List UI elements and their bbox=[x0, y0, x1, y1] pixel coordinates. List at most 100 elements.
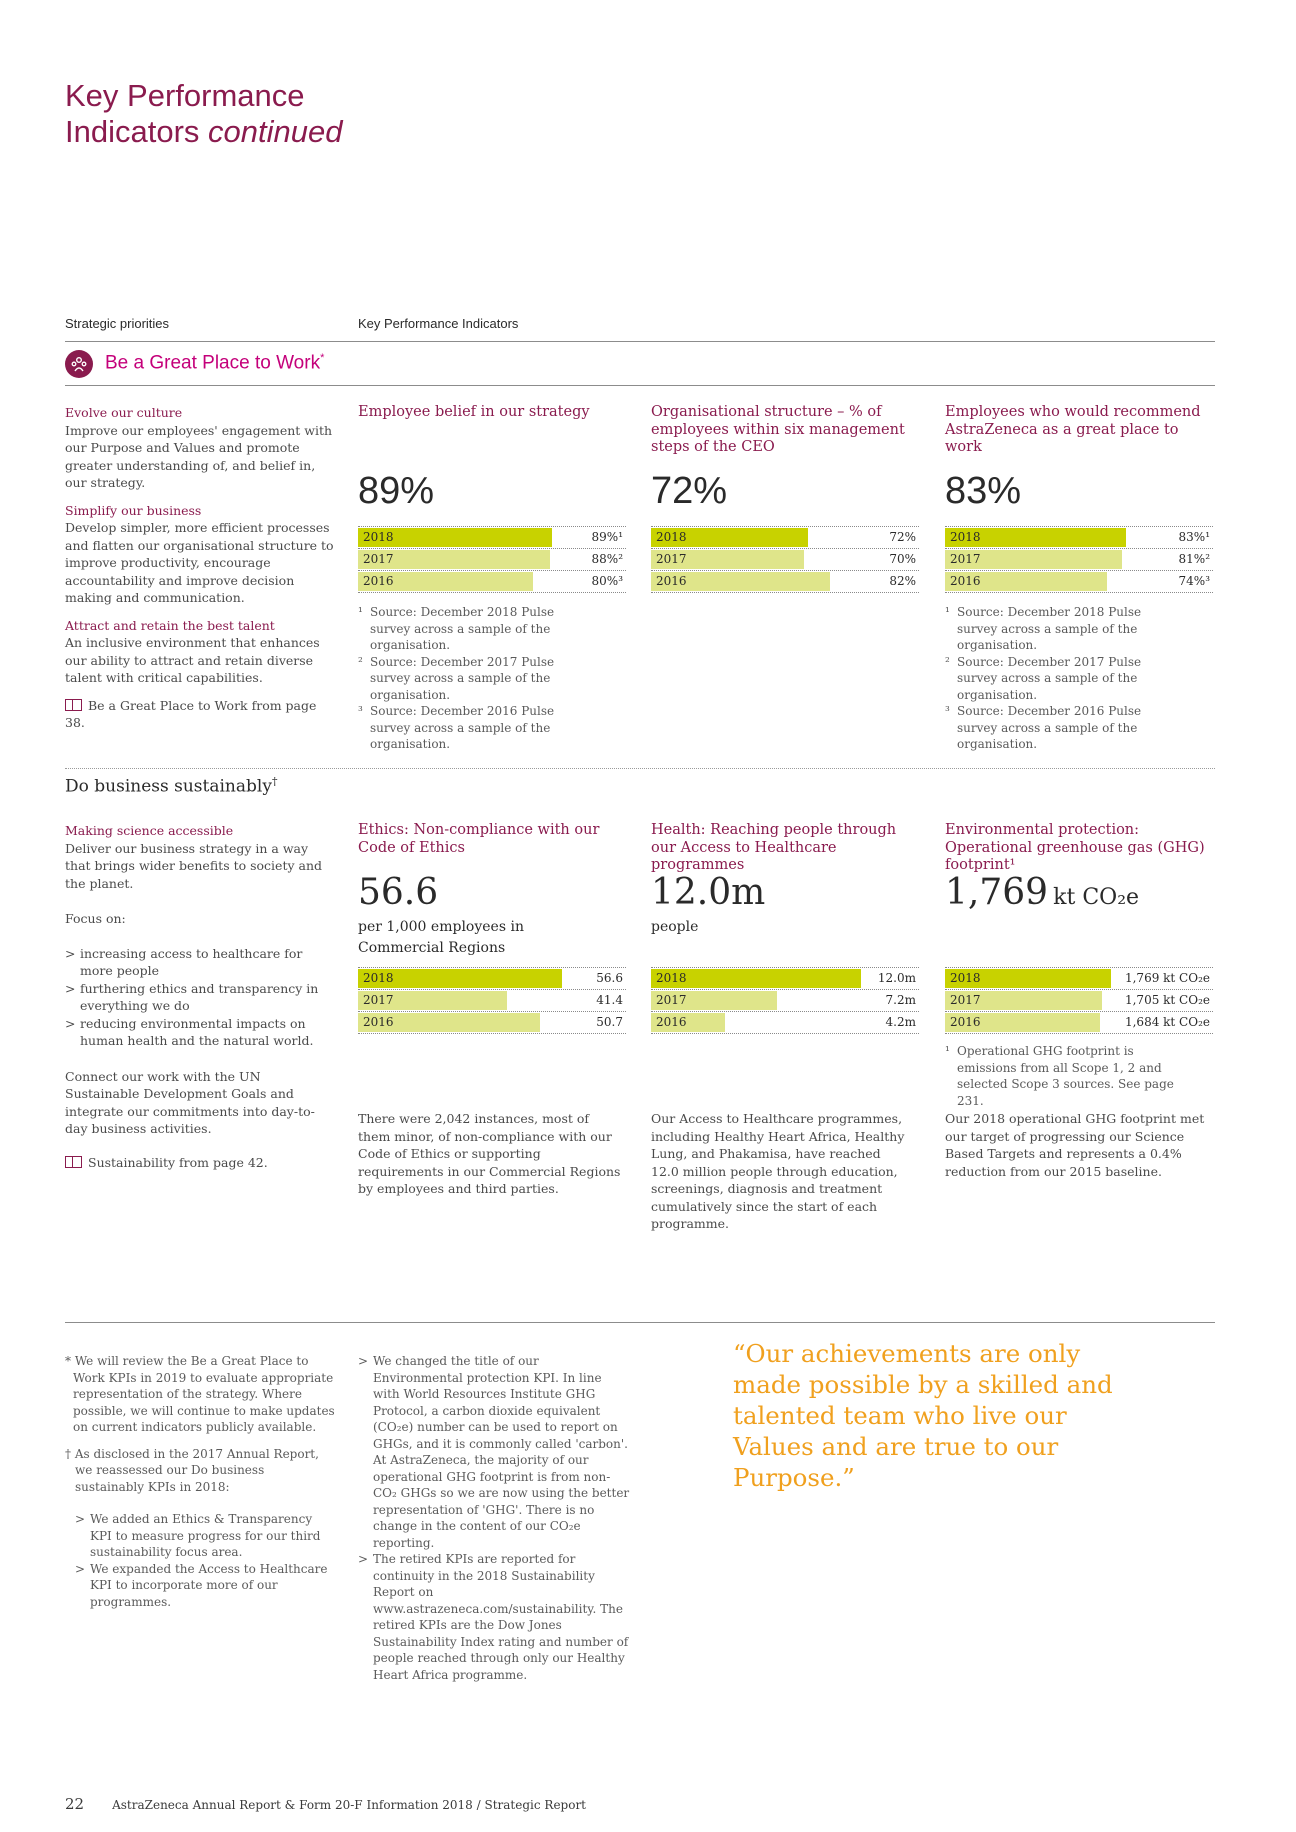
kpi-headline-value: 72% bbox=[651, 470, 728, 512]
kpi-title: Organisational structure – % of employee… bbox=[651, 404, 905, 455]
kpi-description: There were 2,042 instances, most of them… bbox=[358, 1111, 621, 1196]
bar-2017 bbox=[945, 991, 1103, 1010]
bar-row-2018: 2018 83%¹ bbox=[945, 526, 1213, 548]
section2-title-text: Do business sustainably bbox=[65, 776, 272, 797]
bar-row-2016: 2016 4.2m bbox=[651, 1011, 919, 1034]
focus-list: > increasing access to healthcare for mor… bbox=[65, 945, 335, 1050]
footnote: ³ Source: December 2016 Pulse survey acro… bbox=[945, 703, 1185, 753]
footnote-number: ³ bbox=[358, 704, 363, 718]
footnote-number: ² bbox=[358, 654, 363, 669]
bar-value-label: 4.2m bbox=[885, 1015, 916, 1029]
bar-value-label: 89%¹ bbox=[591, 530, 623, 544]
bar-value-label: 72% bbox=[889, 530, 916, 544]
book-icon bbox=[65, 698, 82, 711]
bar-value-label: 88%² bbox=[591, 552, 623, 566]
kpi-bar-chart: 2018 89%¹ 2017 88%² 2016 80%³ bbox=[358, 526, 626, 593]
header-divider bbox=[65, 341, 1215, 342]
bar-year-label: 2016 bbox=[950, 1015, 981, 1029]
bottom-notes-col1: * We will review the Be a Great Place to… bbox=[65, 1353, 337, 1610]
kpi-description: Our Access to Healthcare programmes, inc… bbox=[651, 1111, 905, 1231]
footnote: ² Source: December 2017 Pulse survey acro… bbox=[945, 654, 1185, 704]
bar-2018 bbox=[651, 528, 809, 547]
kpi-bar-chart: 2018 72% 2017 70% 2016 82% bbox=[651, 526, 919, 593]
footer-text: AstraZeneca Annual Report & Form 20-F In… bbox=[112, 1798, 587, 1812]
priority-text: Connect our work with the UN Sustainable… bbox=[65, 1068, 315, 1137]
kpi-title: Ethics: Non-compliance with our Code of … bbox=[358, 822, 600, 856]
kpi-subtitle: people bbox=[651, 919, 699, 935]
bar-year-label: 2017 bbox=[656, 993, 687, 1007]
kpi-employee-belief: Employee belief in our strategy bbox=[358, 404, 628, 422]
bar-year-label: 2016 bbox=[363, 574, 394, 588]
bar-row-2018: 2018 72% bbox=[651, 526, 919, 548]
bar-row-2017: 2017 81%² bbox=[945, 548, 1213, 570]
bar-2018 bbox=[358, 528, 553, 547]
section1-divider bbox=[65, 385, 1215, 386]
footnote-text: Operational GHG footprint is emissions f… bbox=[957, 1044, 1174, 1108]
bar-year-label: 2016 bbox=[656, 574, 687, 588]
footnote: ³ Source: December 2016 Pulse survey acro… bbox=[358, 703, 598, 753]
priority-text: An inclusive environment that enhances o… bbox=[65, 635, 320, 685]
priority-heading: Making science accessible bbox=[65, 823, 234, 838]
book-icon bbox=[65, 1155, 82, 1168]
bar-year-label: 2016 bbox=[363, 1015, 394, 1029]
bar-row-2016: 2016 82% bbox=[651, 570, 919, 593]
footnote-text: Source: December 2017 Pulse survey acros… bbox=[957, 654, 1142, 702]
bar-2018 bbox=[945, 528, 1127, 547]
bar-year-label: 2018 bbox=[950, 530, 981, 544]
bar-row-2017: 2017 1,705 kt CO₂e bbox=[945, 989, 1213, 1011]
bar-year-label: 2017 bbox=[950, 993, 981, 1007]
bar-row-2016: 2016 1,684 kt CO₂e bbox=[945, 1011, 1213, 1034]
kpi-title: Employees who would recommend AstraZenec… bbox=[945, 404, 1201, 455]
kpi-bar-chart: 2018 56.6 2017 41.4 2016 50.7 bbox=[358, 967, 626, 1034]
title-line2: Indicators bbox=[65, 114, 200, 149]
kpi-headline-value: 56.6 bbox=[358, 872, 439, 913]
note-item: > The retired KPIs are reported for conti… bbox=[358, 1552, 629, 1682]
cross-reference-text: Sustainability from page 42. bbox=[88, 1154, 268, 1170]
kpi-headline-value: 1,769 bbox=[945, 872, 1049, 913]
bar-row-2016: 2016 50.7 bbox=[358, 1011, 626, 1034]
bar-2016 bbox=[651, 1013, 725, 1032]
page-number: 22 bbox=[65, 1795, 85, 1813]
bar-value-label: 41.4 bbox=[596, 993, 623, 1007]
page-footer: 22 AstraZeneca Annual Report & Form 20-F … bbox=[65, 1795, 586, 1813]
section1-title: Be a Great Place to Work* bbox=[105, 352, 324, 374]
focus-item: > increasing access to healthcare for mor… bbox=[65, 945, 303, 979]
title-italic: continued bbox=[208, 114, 343, 149]
kpi-headline: 1,769 kt CO₂e bbox=[945, 872, 1139, 913]
kpi-headline-value: 89% bbox=[358, 470, 435, 512]
people-circle-icon bbox=[65, 350, 93, 378]
kpi-headline-value: 12.0m bbox=[651, 872, 766, 913]
header-kpis: Key Performance Indicators bbox=[358, 316, 519, 331]
bar-2018 bbox=[358, 969, 562, 988]
bar-year-label: 2018 bbox=[363, 530, 394, 544]
note-asterisk: * We will review the Be a Great Place to… bbox=[65, 1354, 335, 1434]
section1-mark: * bbox=[320, 352, 325, 364]
cross-reference-link[interactable]: Sustainability from page 42. bbox=[65, 1154, 335, 1172]
footnote-number: ¹ bbox=[358, 605, 363, 619]
bar-value-label: 80%³ bbox=[591, 574, 623, 588]
kpi-headline-unit: kt CO₂e bbox=[1053, 885, 1140, 910]
footnote: ¹ Source: December 2018 Pulse survey acro… bbox=[945, 604, 1185, 654]
bar-2016 bbox=[358, 572, 533, 591]
footnote-number: ³ bbox=[945, 704, 950, 718]
kpi-bar-chart: 2018 83%¹ 2017 81%² 2016 74%³ bbox=[945, 526, 1213, 593]
bar-year-label: 2016 bbox=[950, 574, 981, 588]
bar-value-label: 81%² bbox=[1178, 552, 1210, 566]
priority-text: Deliver our business strategy in a way t… bbox=[65, 840, 323, 891]
kpi-bar-chart: 2018 12.0m 2017 7.2m 2016 4.2m bbox=[651, 967, 919, 1034]
bar-value-label: 12.0m bbox=[877, 971, 916, 985]
bar-2017 bbox=[651, 991, 778, 1010]
page-title: Key Performance Indicators continued bbox=[65, 78, 342, 150]
note-item: > We added an Ethics & Transparency KPI t… bbox=[75, 1512, 321, 1559]
bar-2016 bbox=[651, 572, 831, 591]
footnote-text: Source: December 2017 Pulse survey acros… bbox=[370, 654, 555, 702]
bar-2016 bbox=[358, 1013, 541, 1032]
footnote-text: Source: December 2018 Pulse survey acros… bbox=[957, 605, 1142, 652]
bar-2018 bbox=[945, 969, 1112, 988]
bar-row-2017: 2017 41.4 bbox=[358, 989, 626, 1011]
kpi-footnotes: ¹ Source: December 2018 Pulse survey acro… bbox=[945, 604, 1185, 753]
kpi-title: Health: Reaching people through our Acce… bbox=[651, 822, 897, 873]
bar-row-2017: 2017 70% bbox=[651, 548, 919, 570]
cross-reference-link[interactable]: Be a Great Place to Work from page 38. bbox=[65, 697, 335, 732]
bar-year-label: 2017 bbox=[656, 552, 687, 566]
